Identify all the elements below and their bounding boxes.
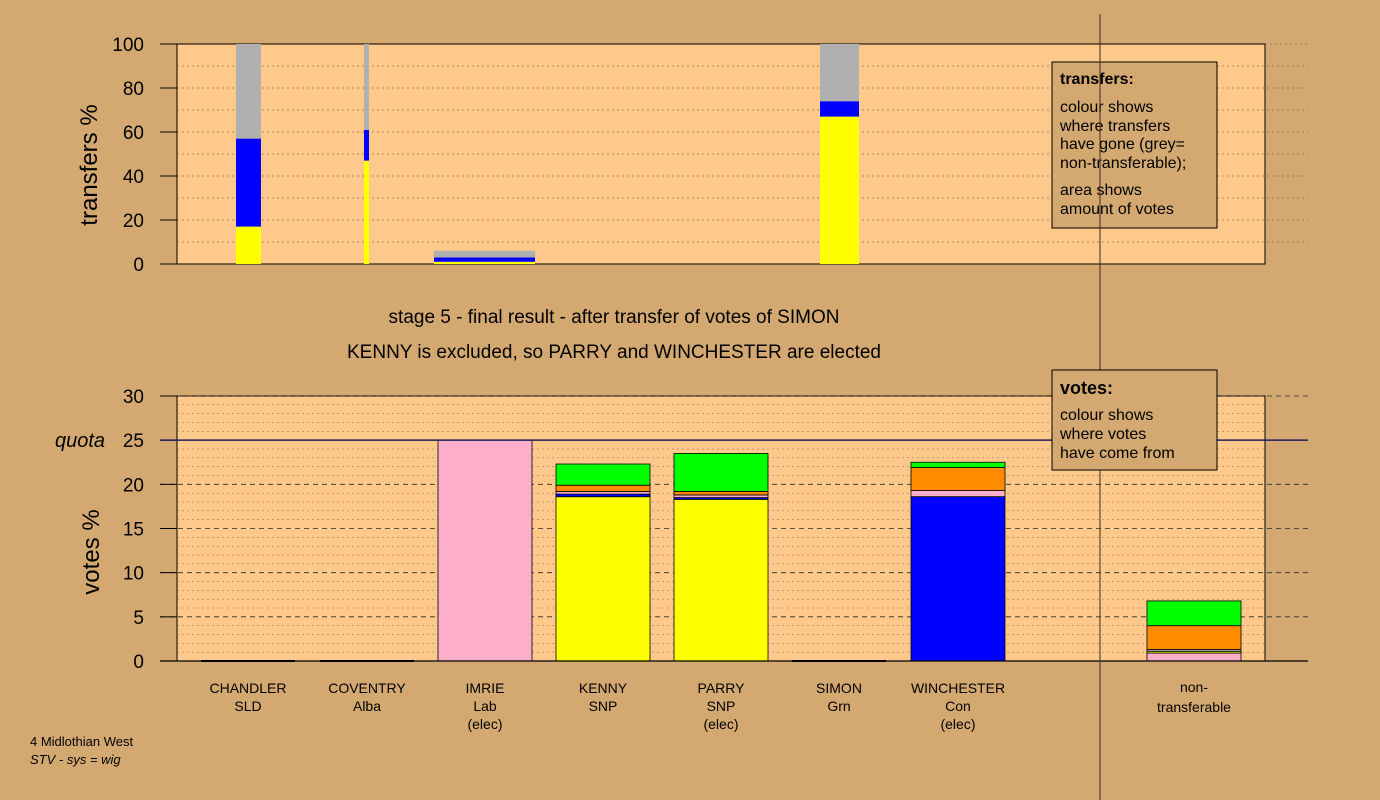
transfer-segment (236, 44, 261, 139)
vote-segment (910, 461, 1006, 468)
votes-legend-title: votes: (1060, 378, 1113, 398)
transfers-y-ticks: 0 20 40 60 80 100 (112, 35, 177, 276)
category-label: COVENTRY (328, 680, 406, 696)
vote-segment (555, 496, 651, 662)
y-tick-label: 30 (123, 387, 144, 408)
vote-segment (1146, 625, 1242, 650)
nontransferable-label: transferable (1157, 699, 1231, 715)
vote-segment (1146, 652, 1242, 662)
y-tick-label: 40 (123, 167, 144, 188)
y-tick-label: 5 (133, 608, 144, 629)
category-label: KENNY (579, 680, 628, 696)
votes-category-labels: CHANDLER SLD COVENTRY Alba IMRIE Lab (elec) KEN… (209, 679, 1231, 732)
y-tick-label: 20 (123, 475, 144, 496)
category-label: SIMON (816, 680, 862, 696)
transfers-gridlines (177, 43, 1308, 243)
category-label: PARRY (698, 680, 746, 696)
transfer-segment (434, 261, 535, 264)
transfer-segment (434, 257, 535, 262)
transfer-segment (236, 138, 261, 227)
y-tick-label: 80 (123, 79, 144, 100)
category-label: SLD (234, 698, 261, 714)
category-label: (elec) (467, 716, 502, 732)
y-tick-label: 0 (133, 652, 144, 673)
category-label: SNP (589, 698, 618, 714)
transfers-y-axis-label: transfers % (76, 104, 103, 225)
transfers-legend-line: colour shows (1060, 99, 1153, 116)
stage-subtitle: KENNY is excluded, so PARRY and WINCHEST… (347, 342, 881, 363)
votes-y-axis-label: votes % (78, 509, 105, 594)
nontransferable-label: non- (1180, 679, 1208, 695)
transfer-segment (820, 101, 859, 117)
y-tick-label: 100 (112, 35, 144, 56)
transfers-legend-title: transfers: (1060, 71, 1134, 88)
transfers-legend: transfers: colour shows where transfers … (1051, 61, 1218, 229)
vote-segment (910, 490, 1006, 498)
category-label: (elec) (703, 716, 738, 732)
category-label: SNP (707, 698, 736, 714)
category-label: WINCHESTER (911, 680, 1005, 696)
category-label: Grn (827, 698, 850, 714)
y-tick-label: 60 (123, 123, 144, 144)
vote-segment (673, 498, 769, 662)
y-tick-label: 25 (123, 431, 144, 452)
vote-segment (1146, 600, 1242, 627)
transfer-segment (434, 250, 535, 258)
transfers-legend-line: have gone (grey= (1060, 136, 1185, 153)
transfer-segment (820, 44, 859, 102)
transfers-legend-line: area shows (1060, 182, 1142, 199)
y-tick-label: 10 (123, 564, 144, 585)
votes-legend-line: colour shows (1060, 407, 1153, 424)
transfers-legend-box (1051, 61, 1218, 229)
transfers-legend-line: amount of votes (1060, 201, 1174, 218)
y-tick-label: 20 (123, 211, 144, 232)
y-tick-label: 0 (133, 255, 144, 276)
transfer-segment (236, 226, 261, 264)
vote-segment (910, 496, 1006, 662)
vote-segment (555, 484, 651, 492)
quota-label: quota (55, 430, 105, 452)
category-label: IMRIE (466, 680, 505, 696)
category-label: Alba (353, 698, 381, 714)
transfer-segment (820, 116, 859, 264)
y-tick-label: 15 (123, 520, 144, 541)
votes-y-ticks: 0 5 10 15 20 25 30 (123, 387, 177, 673)
category-label: Lab (473, 698, 497, 714)
footer-constituency: 4 Midlothian West (30, 734, 133, 749)
transfer-segment (364, 129, 369, 161)
vote-segment (673, 490, 769, 496)
votes-bars (201, 439, 1242, 662)
vote-segment (555, 463, 651, 486)
transfers-legend-line: non-transferable); (1060, 155, 1186, 172)
votes-legend: votes: colour shows where votes have com… (1051, 369, 1218, 471)
votes-chart: 0 5 10 15 20 25 30 CHANDLER SLD COVENTRY Alba IMRI… (55, 387, 1308, 732)
transfer-segment (364, 44, 369, 130)
transfers-bars (236, 44, 859, 264)
votes-legend-line: where votes (1059, 426, 1146, 443)
vote-segment (437, 439, 533, 662)
stage-title: stage 5 - final result - after transfer … (389, 307, 840, 328)
transfer-segment (364, 160, 369, 264)
category-label: CHANDLER (209, 680, 286, 696)
category-label: (elec) (940, 716, 975, 732)
vote-segment (673, 453, 769, 492)
votes-legend-box (1051, 369, 1218, 471)
footer-system: STV - sys = wig (30, 752, 121, 767)
vote-segment (910, 467, 1006, 491)
votes-legend-line: have come from (1060, 445, 1175, 462)
transfers-legend-line: where transfers (1059, 118, 1170, 135)
category-label: Con (945, 698, 971, 714)
